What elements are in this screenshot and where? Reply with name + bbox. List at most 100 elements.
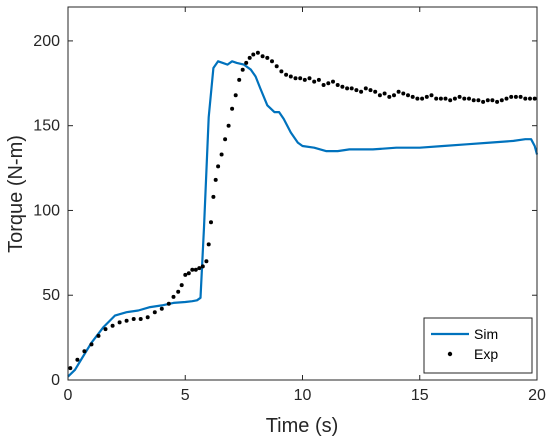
x-tick-label: 10	[294, 387, 312, 404]
exp-point	[251, 52, 256, 57]
exp-point	[293, 76, 298, 81]
exp-point	[260, 54, 265, 59]
exp-point	[307, 76, 312, 81]
legend-sim-label: Sim	[474, 326, 498, 342]
exp-point	[518, 94, 523, 99]
exp-point	[302, 77, 307, 82]
sim-line	[67, 60, 539, 378]
exp-point	[288, 74, 293, 79]
exp-point	[387, 94, 392, 99]
x-tick-label: 15	[411, 387, 429, 404]
exp-point	[429, 93, 434, 98]
exp-point	[237, 77, 242, 82]
exp-point	[255, 50, 260, 55]
exp-point	[443, 96, 448, 101]
exp-point	[406, 93, 410, 98]
exp-point	[363, 86, 368, 91]
exp-point	[499, 98, 504, 103]
exp-point	[124, 318, 129, 323]
exp-point	[377, 93, 382, 98]
x-tick-label: 20	[528, 387, 546, 404]
exp-point	[190, 267, 195, 272]
exp-point	[244, 60, 249, 65]
exp-point	[452, 96, 457, 101]
exp-point	[117, 320, 122, 325]
exp-point	[223, 137, 228, 142]
exp-point	[82, 349, 87, 354]
exp-point	[270, 59, 274, 64]
exp-point	[240, 67, 245, 72]
exp-point	[68, 366, 73, 371]
exp-point	[230, 106, 235, 111]
exp-point	[103, 327, 108, 332]
exp-point	[96, 333, 101, 338]
exp-point	[171, 294, 176, 299]
y-tick-label: 200	[33, 33, 60, 50]
exp-point	[528, 96, 532, 101]
exp-point	[438, 96, 443, 101]
exp-point	[495, 99, 500, 104]
exp-point	[523, 96, 528, 101]
legend-box	[423, 317, 533, 374]
exp-point	[513, 94, 518, 99]
exp-point	[462, 96, 467, 101]
exp-point	[335, 83, 340, 87]
exp-point	[457, 94, 462, 99]
exp-point	[345, 86, 350, 91]
exp-point	[247, 55, 252, 60]
exp-point	[179, 283, 184, 288]
exp-point	[197, 266, 202, 271]
exp-point	[216, 164, 221, 169]
exp-point	[226, 123, 231, 128]
exp-point	[340, 84, 345, 89]
exp-point	[193, 267, 198, 272]
exp-point	[509, 94, 514, 99]
exp-point	[200, 264, 205, 269]
exp-point	[434, 96, 439, 101]
exp-point	[415, 96, 420, 101]
exp-point	[209, 220, 213, 225]
legend-exp-swatch	[447, 351, 453, 357]
exp-point	[401, 91, 406, 96]
exp-point	[504, 96, 509, 101]
exp-point	[420, 96, 425, 101]
exp-point	[490, 98, 495, 103]
exp-point	[233, 93, 238, 98]
sim-series	[67, 60, 539, 378]
exp-point	[410, 94, 415, 99]
exp-point	[481, 99, 486, 104]
exp-point	[467, 96, 471, 101]
exp-point	[204, 259, 209, 264]
exp-point	[448, 98, 453, 103]
x-axis-label: Time (s)	[266, 415, 339, 437]
exp-point	[326, 81, 331, 86]
legend: Sim Exp	[423, 317, 533, 374]
exp-point	[298, 76, 303, 81]
exp-point	[284, 72, 289, 77]
exp-point	[159, 306, 164, 311]
exp-point	[471, 98, 476, 103]
y-tick-label: 150	[33, 118, 60, 135]
exp-point	[316, 77, 321, 82]
exp-point	[211, 194, 216, 199]
exp-point	[396, 89, 401, 94]
y-tick-label: 100	[33, 202, 60, 219]
exp-point	[265, 55, 270, 60]
y-tick-label: 50	[42, 287, 60, 304]
exp-point	[131, 317, 136, 321]
exp-point	[213, 177, 218, 182]
exp-point	[321, 83, 326, 87]
exp-point	[186, 271, 191, 276]
exp-point	[312, 79, 317, 84]
exp-point	[382, 91, 387, 96]
exp-point	[349, 86, 354, 91]
exp-point	[110, 323, 115, 328]
exp-point	[476, 98, 481, 103]
x-tick-label: 5	[181, 387, 190, 404]
exp-point	[368, 88, 373, 93]
exp-point	[219, 152, 224, 157]
exp-point	[206, 242, 211, 247]
exp-point	[359, 89, 364, 94]
